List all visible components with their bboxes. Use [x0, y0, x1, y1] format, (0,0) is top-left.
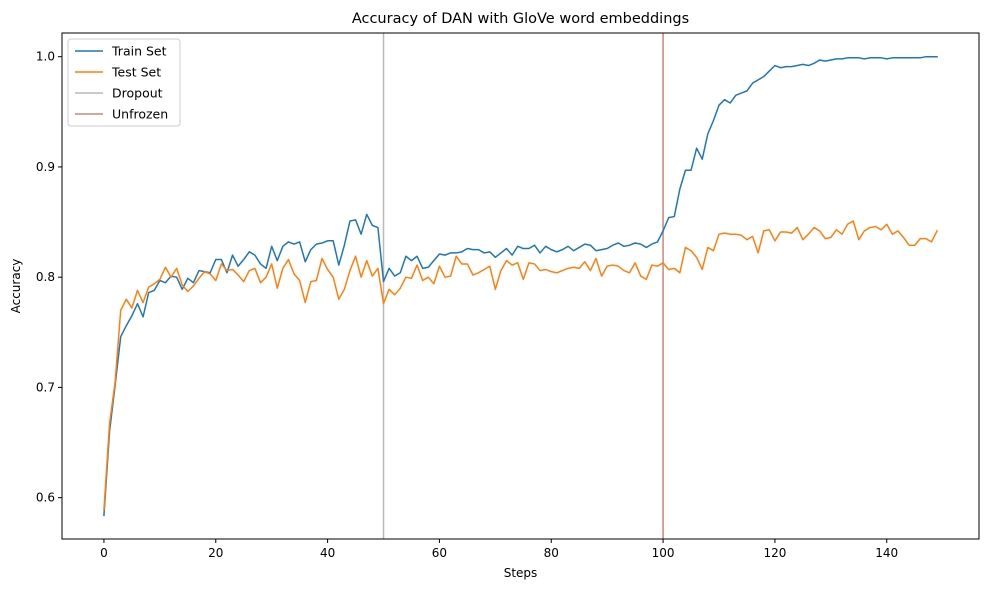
x-tick-label: 60 — [432, 546, 447, 560]
x-tick-label: 20 — [208, 546, 223, 560]
x-axis-label: Steps — [504, 566, 538, 580]
x-axis: 0 20 40 60 80 100 120 140 — [100, 539, 898, 560]
series-line-test-set — [103, 220, 939, 511]
y-tick-label: 0.8 — [36, 270, 55, 284]
chart-title: Accuracy of DAN with GloVe word embeddin… — [352, 11, 689, 27]
x-tick-label: 0 — [100, 546, 108, 560]
x-tick-label: 80 — [544, 546, 559, 560]
x-tick-label: 100 — [652, 546, 675, 560]
y-axis-label: Accuracy — [9, 259, 23, 314]
y-axis: 0.6 0.7 0.8 0.9 1.0 — [36, 50, 62, 505]
legend-box — [67, 38, 181, 127]
plot-area — [103, 33, 939, 539]
legend-label-train-set: Train Set — [111, 44, 167, 59]
x-tick-label: 120 — [763, 546, 786, 560]
y-tick-label: 0.9 — [36, 160, 55, 174]
legend-label-dropout: Dropout — [112, 86, 163, 101]
y-tick-label: 0.7 — [36, 380, 55, 394]
legend: Train Set Test Set Dropout Unfrozen — [67, 38, 181, 127]
legend-label-test-set: Test Set — [111, 65, 161, 80]
series-line-train-set — [103, 55, 938, 517]
plot-frame — [61, 32, 980, 540]
legend-label-unfrozen: Unfrozen — [112, 107, 168, 122]
x-tick-label: 40 — [320, 546, 335, 560]
y-tick-label: 0.6 — [36, 491, 55, 505]
y-tick-label: 1.0 — [36, 50, 55, 64]
x-tick-label: 140 — [875, 546, 898, 560]
